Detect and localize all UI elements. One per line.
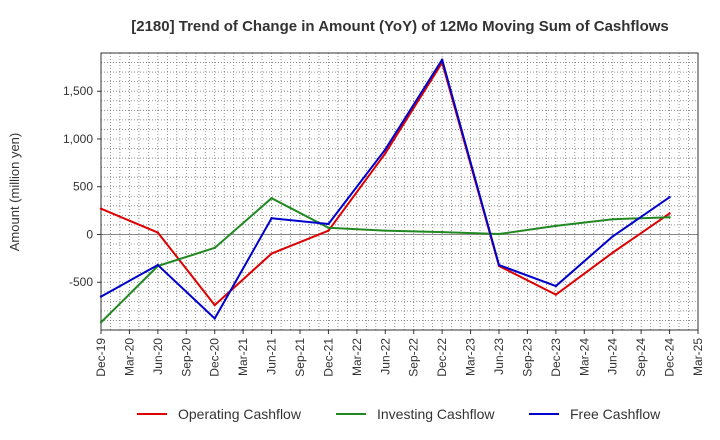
chart-title: [2180] Trend of Change in Amount (YoY) o… xyxy=(131,18,669,35)
data-point xyxy=(213,303,216,307)
data-point xyxy=(99,295,103,298)
data-point xyxy=(213,317,216,320)
data-point xyxy=(611,251,614,254)
data-point xyxy=(497,232,501,236)
legend: Operating Cashflow Investing Cashflow Free… xyxy=(137,406,661,422)
data-point xyxy=(554,284,558,288)
y-tick-label: 0 xyxy=(86,227,93,241)
data-point xyxy=(384,229,387,232)
gridlines xyxy=(100,53,699,330)
x-tick-label: Jun-21 xyxy=(265,338,279,375)
x-tick-label: Dec-24 xyxy=(663,338,677,377)
x-tick-label: Dec-19 xyxy=(94,338,108,377)
x-tick-label: Mar-22 xyxy=(350,338,364,376)
data-point xyxy=(497,263,501,267)
data-point xyxy=(270,252,273,255)
legend-label: Free Cashflow xyxy=(570,406,661,422)
x-tick-label: Dec-23 xyxy=(549,338,563,377)
data-point xyxy=(327,222,330,226)
series-lines xyxy=(99,58,671,324)
data-point xyxy=(156,263,160,267)
data-point xyxy=(99,207,103,210)
data-point xyxy=(327,226,330,229)
data-point xyxy=(668,196,671,199)
x-tick-label: Dec-21 xyxy=(321,338,335,377)
data-point xyxy=(554,293,558,296)
y-tick-label: -500 xyxy=(69,275,93,289)
x-tick-label: Mar-23 xyxy=(464,338,478,376)
data-point xyxy=(440,230,444,234)
axes: -500 0 500 1,000 1,500 Dec-19 Mar-20 Jun-20 Sep-… xyxy=(63,52,705,377)
x-tick-label: Jun-22 xyxy=(378,338,392,375)
y-tick-label: 1,000 xyxy=(63,132,93,146)
data-point xyxy=(440,58,444,61)
x-tick-label: Dec-22 xyxy=(435,338,449,377)
x-tick-label: Sep-24 xyxy=(634,338,648,377)
data-point xyxy=(156,231,160,234)
data-point xyxy=(554,224,558,228)
plot-frame xyxy=(100,52,699,331)
data-point xyxy=(327,229,330,232)
y-tick-label: 1,500 xyxy=(63,84,93,98)
data-point xyxy=(270,217,273,220)
data-point xyxy=(668,216,671,219)
data-point xyxy=(99,321,103,324)
data-point xyxy=(384,148,387,151)
data-point xyxy=(668,212,671,215)
x-tick-label: Dec-20 xyxy=(208,338,222,377)
data-point xyxy=(384,152,387,155)
x-tick-label: Mar-21 xyxy=(236,338,250,376)
x-tick-label: Mar-25 xyxy=(691,338,705,376)
data-point xyxy=(270,196,273,200)
legend-label: Investing Cashflow xyxy=(377,406,495,422)
x-tick-label: Jun-24 xyxy=(606,338,620,375)
x-tick-label: Jun-20 xyxy=(151,338,165,375)
legend-label: Operating Cashflow xyxy=(178,406,302,422)
data-point xyxy=(611,235,614,238)
x-tick-label: Sep-22 xyxy=(407,338,421,377)
x-tick-label: Mar-24 xyxy=(577,338,591,376)
data-point xyxy=(213,246,216,250)
x-tick-label: Sep-23 xyxy=(520,338,534,377)
x-tick-label: Mar-20 xyxy=(122,338,136,376)
x-tick-label: Sep-21 xyxy=(293,338,307,377)
y-axis-label: Amount (million yen) xyxy=(7,133,22,252)
x-tick-label: Sep-20 xyxy=(179,338,193,377)
data-point xyxy=(611,218,614,221)
x-tick-label: Jun-23 xyxy=(492,338,506,375)
y-tick-label: 500 xyxy=(73,180,93,194)
